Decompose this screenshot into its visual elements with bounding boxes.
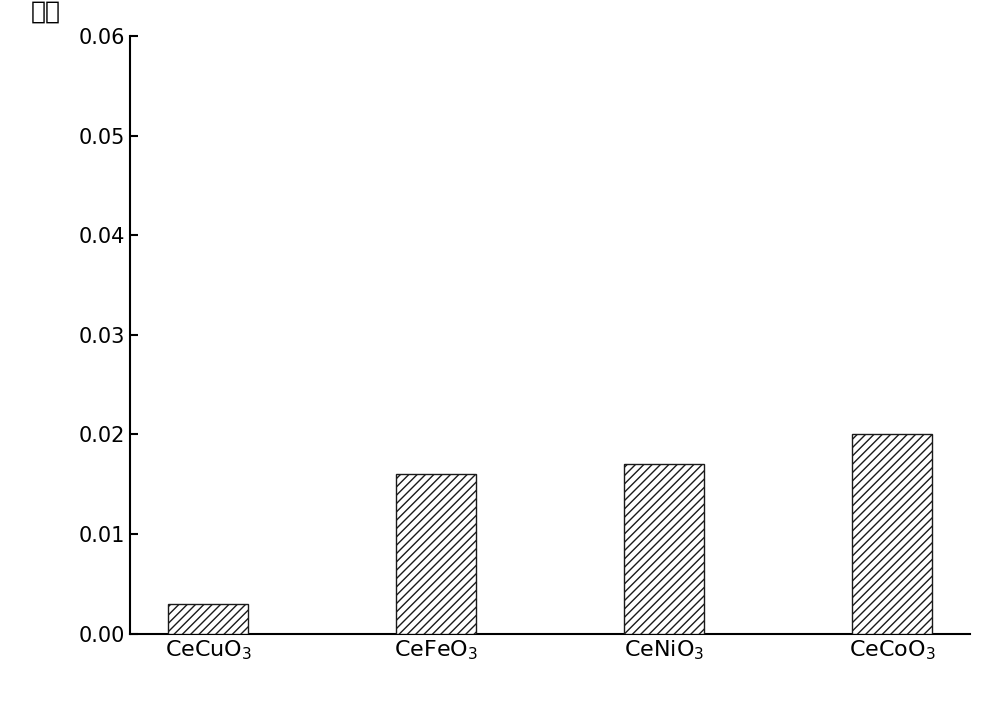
Bar — [396, 474, 476, 634]
Bar — [168, 603, 248, 634]
Text: 产率: 产率 — [31, 0, 61, 24]
Bar — [624, 464, 704, 634]
Bar — [852, 434, 932, 634]
